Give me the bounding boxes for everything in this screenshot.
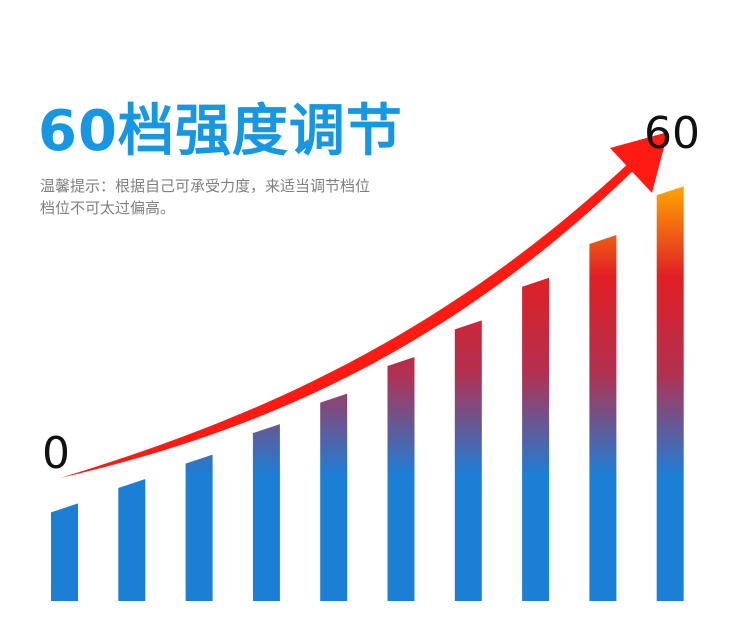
level-bar-1 — [51, 503, 78, 601]
tip-line-1: 温馨提示：根据自己可承受力度，来适当调节档位 — [40, 177, 371, 195]
level-bar-8 — [522, 277, 550, 601]
level-bars — [51, 186, 684, 601]
scale-max-label: 60 — [644, 108, 700, 159]
level-bar-6 — [387, 357, 415, 601]
level-bar-5 — [320, 393, 348, 601]
rising-arrow-icon — [60, 160, 638, 478]
level-bar-4 — [252, 424, 280, 601]
tip-text: 温馨提示：根据自己可承受力度，来适当调节档位 档位不可太过偏高。 — [40, 175, 460, 219]
level-bar-3 — [185, 454, 213, 601]
page-title: 60档强度调节 — [38, 99, 403, 164]
level-bar-10 — [656, 186, 684, 601]
arrow-head-icon — [610, 132, 668, 193]
level-bar-2 — [118, 479, 146, 601]
tip-line-2: 档位不可太过偏高。 — [40, 199, 176, 217]
level-bar-9 — [589, 235, 617, 601]
scale-min-label: 0 — [42, 428, 70, 479]
level-bar-7 — [454, 320, 482, 601]
